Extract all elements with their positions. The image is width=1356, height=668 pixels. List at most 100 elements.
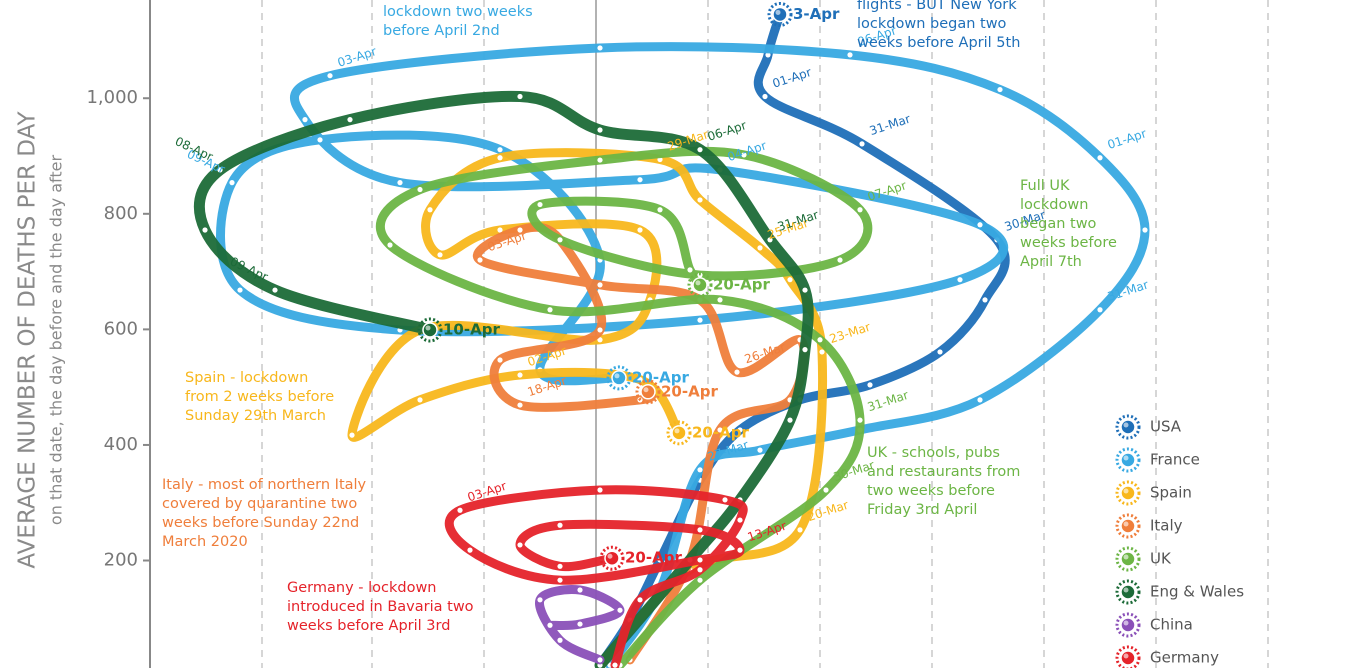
data-point: [802, 347, 808, 353]
virus-core: [695, 280, 701, 286]
data-point: [597, 337, 603, 343]
data-point: [597, 487, 603, 493]
data-point: [697, 467, 703, 473]
data-point: [787, 417, 793, 423]
data-point: [497, 227, 503, 233]
annotation-line: flights - BUT New York: [857, 0, 1017, 13]
virus-body: [1120, 617, 1136, 633]
annotation-line: before April 2nd: [383, 23, 500, 39]
virus-body: [1120, 518, 1136, 534]
data-point: [517, 542, 523, 548]
annotation-line: Spain - lockdown: [185, 370, 308, 386]
data-point: [397, 180, 403, 186]
end-label: 20-Apr: [625, 549, 682, 567]
virus-spikes: [687, 272, 713, 298]
data-point: [597, 282, 603, 288]
data-point: [537, 597, 543, 603]
virus-spikes: [1115, 414, 1141, 440]
legend-label: Germany: [1150, 649, 1219, 667]
y-tick-label: 600: [104, 318, 138, 339]
annotation-line: March 2020: [162, 534, 248, 550]
data-point: [597, 127, 603, 133]
data-point: [497, 155, 503, 161]
annotation-line: lockdown: [1020, 197, 1088, 213]
virus-core: [425, 325, 431, 331]
legend-label: Italy: [1150, 517, 1183, 535]
series: [375, 146, 873, 668]
virus-core: [614, 373, 620, 379]
data-point: [859, 141, 865, 147]
virus-spikes: [635, 379, 661, 405]
legend-icon: [1115, 414, 1141, 440]
data-point: [697, 557, 703, 563]
virus-body: [640, 384, 656, 400]
annotation: Italy - most of northern Italy covered by…: [162, 477, 367, 550]
y-tick-label: 400: [104, 434, 138, 455]
data-point: [823, 487, 829, 493]
data-point: [387, 242, 393, 248]
end-label: 20-Apr: [713, 275, 770, 293]
data-point: [1097, 155, 1103, 161]
virus-spikes: [666, 420, 692, 446]
legend-icon: [1115, 579, 1141, 605]
y-tick-label: 1,000: [86, 87, 138, 108]
end-marker: [606, 365, 632, 391]
series-line: [595, 9, 1010, 668]
data-point: [597, 45, 603, 51]
data-point: [302, 117, 308, 123]
end-label: 20-Apr: [632, 368, 689, 386]
virus-spikes: [606, 365, 632, 391]
virus-spikes: [1115, 447, 1141, 473]
end-marker: [666, 420, 692, 446]
data-point: [765, 52, 771, 58]
data-point: [977, 222, 983, 228]
data-point: [757, 245, 763, 251]
data-point: [517, 93, 523, 100]
virus-body: [1120, 551, 1136, 567]
series: [444, 485, 748, 668]
annotation-line: covered by quarantine two: [162, 496, 357, 512]
data-point: [517, 227, 523, 233]
legend-label: Eng & Wales: [1150, 583, 1244, 601]
data-point: [202, 227, 208, 233]
data-point: [957, 277, 963, 283]
data-point: [537, 201, 543, 208]
annotation: UK - schools, pubs and restaurants from tw…: [867, 445, 1020, 518]
virus-body: [1120, 419, 1136, 435]
date-label: 23-Mar: [828, 320, 873, 346]
data-point: [767, 237, 773, 243]
data-point: [757, 447, 763, 453]
data-point: [217, 167, 223, 173]
legend-icon: [1115, 513, 1141, 539]
data-point: [787, 277, 793, 283]
virus-spikes: [767, 1, 793, 27]
end-marker: [687, 272, 713, 298]
y-tick-label: 200: [104, 550, 138, 571]
annotation: Full UK lockdown began two weeks before Apri…: [1020, 178, 1117, 270]
virus-spikes: [1115, 480, 1141, 506]
virus-body: [1120, 584, 1136, 600]
virus-spikes: [1115, 579, 1141, 605]
data-point: [697, 317, 703, 323]
data-point: [547, 622, 553, 628]
data-point: [697, 147, 703, 153]
data-point: [697, 577, 703, 583]
data-point: [637, 377, 643, 383]
annotation-line: Germany - lockdown: [287, 580, 437, 596]
data-point: [734, 369, 740, 375]
legend-label: China: [1150, 616, 1193, 634]
series-line: [193, 90, 814, 668]
data-point: [547, 307, 553, 313]
data-point: [427, 207, 433, 213]
virus-core: [1123, 422, 1129, 428]
annotation-line: lockdown two weeks: [383, 4, 533, 20]
data-point: [577, 621, 583, 627]
data-point: [517, 372, 523, 378]
virus-core: [1123, 521, 1129, 527]
annotation-line: Sunday 29th March: [185, 408, 326, 424]
data-point: [229, 180, 235, 186]
annotation-line: weeks before Sunday 22nd: [162, 515, 359, 531]
annotation-line: April 7th: [1020, 254, 1082, 270]
end-label: 3-Apr: [793, 5, 840, 23]
